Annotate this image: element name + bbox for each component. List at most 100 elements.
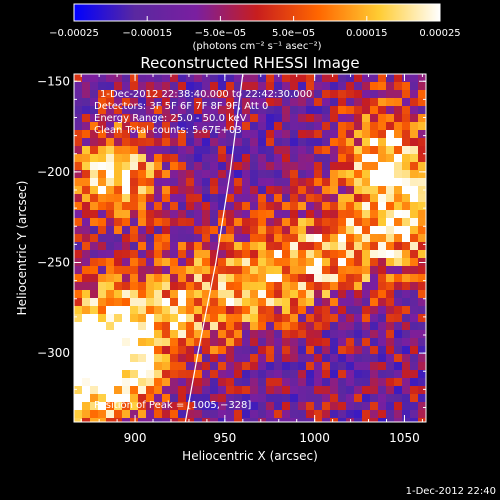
heatmap-cell	[170, 402, 178, 410]
heatmap-cell	[298, 338, 306, 346]
heatmap-cell	[394, 130, 402, 138]
heatmap-cell	[154, 202, 162, 210]
heatmap-cell	[282, 402, 290, 410]
heatmap-cell	[130, 346, 138, 354]
heatmap-cell	[354, 394, 362, 402]
heatmap-cell	[210, 418, 218, 422]
heatmap-cell	[394, 138, 402, 146]
heatmap-cell	[170, 314, 178, 322]
heatmap-cell	[394, 186, 402, 194]
heatmap-cell	[162, 138, 170, 146]
heatmap-cell	[226, 178, 234, 186]
heatmap-cell	[250, 282, 258, 290]
heatmap-cell	[170, 330, 178, 338]
heatmap-cell	[194, 138, 202, 146]
heatmap-cell	[266, 130, 274, 138]
heatmap-cell	[210, 186, 218, 194]
heatmap-cell	[82, 298, 90, 306]
heatmap-cell	[106, 170, 114, 178]
heatmap-cell	[378, 74, 386, 82]
heatmap-cell	[362, 170, 370, 178]
heatmap-cell	[90, 90, 98, 98]
heatmap-cell	[290, 202, 298, 210]
heatmap-cell	[282, 178, 290, 186]
heatmap-cell	[170, 282, 178, 290]
heatmap-cell	[138, 274, 146, 282]
heatmap-cell	[178, 146, 186, 154]
heatmap-cell	[210, 306, 218, 314]
y-axis-ticks: −300−250−200−150	[37, 74, 426, 408]
heatmap-cell	[322, 338, 330, 346]
heatmap-cell	[386, 346, 394, 354]
heatmap-cell	[402, 226, 410, 234]
heatmap-cell	[178, 74, 186, 82]
heatmap-cell	[138, 130, 146, 138]
heatmap-cell	[82, 410, 90, 418]
heatmap-cell	[226, 394, 234, 402]
heatmap-cell	[306, 378, 314, 386]
heatmap-cell	[210, 354, 218, 362]
heatmap-cell	[202, 354, 210, 362]
heatmap-cell	[306, 282, 314, 290]
heatmap-cell	[410, 98, 418, 106]
heatmap-cell	[290, 346, 298, 354]
heatmap-cell	[138, 386, 146, 394]
heatmap-cell	[266, 154, 274, 162]
heatmap-cell	[346, 178, 354, 186]
heatmap-cell	[90, 242, 98, 250]
heatmap-cell	[170, 210, 178, 218]
heatmap-cell	[394, 282, 402, 290]
heatmap-cell	[258, 202, 266, 210]
heatmap-cell	[82, 130, 90, 138]
heatmap-cell	[338, 186, 346, 194]
heatmap-cell	[82, 330, 90, 338]
heatmap-cell	[98, 202, 106, 210]
heatmap-cell	[378, 274, 386, 282]
heatmap-cell	[82, 194, 90, 202]
heatmap-cell	[290, 378, 298, 386]
heatmap-cell	[250, 362, 258, 370]
heatmap-cell	[338, 314, 346, 322]
heatmap-cell	[306, 234, 314, 242]
heatmap-cell	[346, 130, 354, 138]
heatmap-cell	[250, 394, 258, 402]
heatmap-cell	[322, 146, 330, 154]
heatmap-cell	[274, 402, 282, 410]
heatmap-cell	[146, 362, 154, 370]
heatmap-cell	[202, 130, 210, 138]
heatmap-cell	[354, 138, 362, 146]
heatmap-cell	[330, 306, 338, 314]
heatmap-cell	[194, 354, 202, 362]
heatmap-cell	[410, 194, 418, 202]
heatmap-cell	[322, 362, 330, 370]
heatmap-cell	[146, 218, 154, 226]
heatmap-cell	[306, 306, 314, 314]
heatmap-cell	[378, 330, 386, 338]
heatmap-cell	[266, 186, 274, 194]
heatmap-cell	[138, 394, 146, 402]
heatmap-cell	[122, 418, 130, 422]
heatmap-cell	[186, 282, 194, 290]
heatmap-cell	[234, 210, 242, 218]
heatmap-cell	[282, 138, 290, 146]
heatmap-cell	[234, 298, 242, 306]
heatmap-cell	[362, 330, 370, 338]
heatmap-cell	[266, 314, 274, 322]
heatmap-cell	[82, 346, 90, 354]
heatmap-cell	[74, 194, 82, 202]
heatmap-cell	[130, 98, 138, 106]
heatmap-cell	[282, 322, 290, 330]
heatmap-cell	[138, 250, 146, 258]
heatmap-cell	[74, 362, 82, 370]
heatmap-cell	[346, 402, 354, 410]
heatmap-cell	[298, 202, 306, 210]
heatmap-cell	[402, 362, 410, 370]
heatmap-cell	[194, 114, 202, 122]
heatmap-cell	[218, 418, 226, 422]
heatmap-cell	[346, 418, 354, 422]
heatmap-cell	[274, 178, 282, 186]
heatmap-cell	[410, 298, 418, 306]
heatmap-cell	[234, 282, 242, 290]
heatmap-cell	[322, 106, 330, 114]
heatmap-cell	[338, 90, 346, 98]
